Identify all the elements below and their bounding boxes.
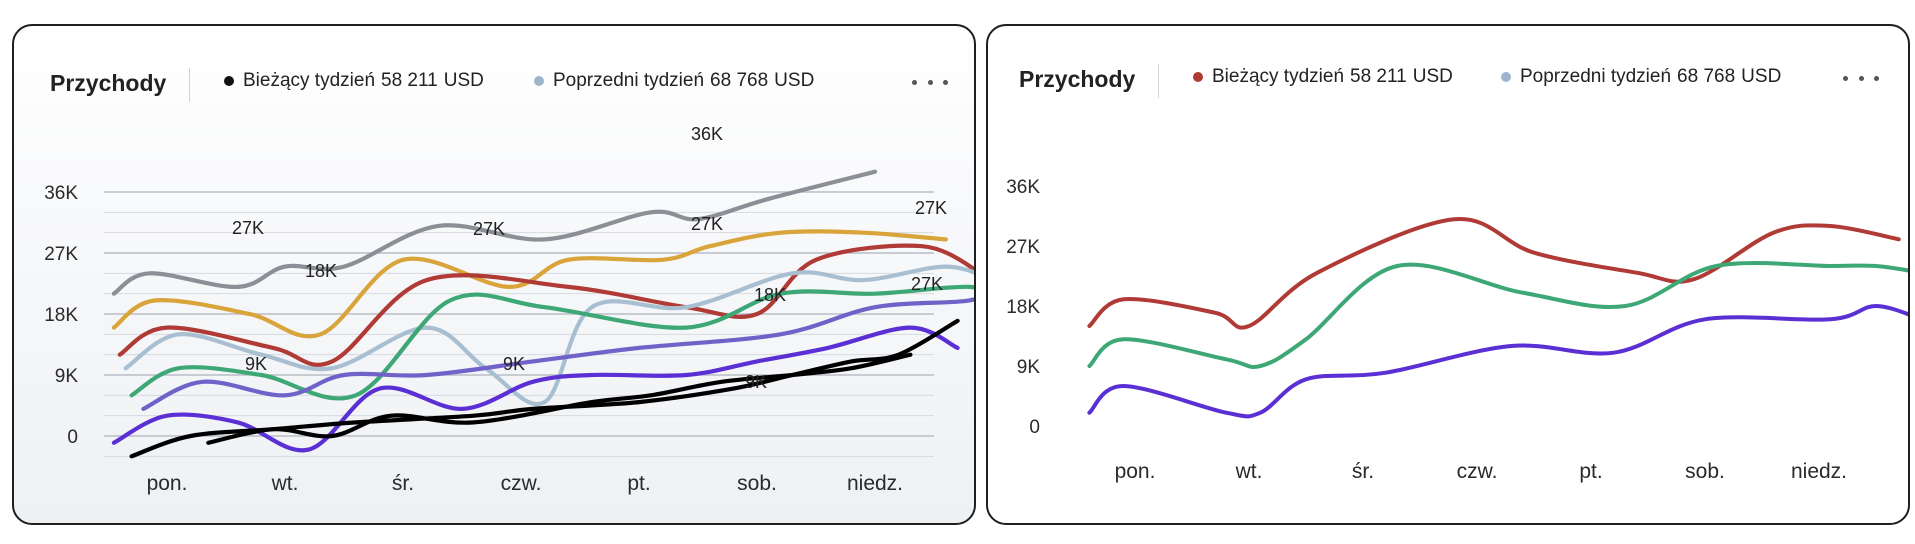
series-line-7 bbox=[111, 325, 960, 453]
data-annotation-label: 27K bbox=[473, 219, 505, 239]
revenue-line-chart-left: 36K 27K 18K 9K 0 pon. wt. śr. czw. pt. sob. niedz. 2… bbox=[44, 124, 974, 495]
x-tick-label: czw. bbox=[501, 472, 542, 495]
series-group bbox=[111, 169, 974, 459]
y-tick-label: 18K bbox=[44, 305, 78, 326]
series-line-4 bbox=[123, 264, 974, 407]
x-tick-label: niedz. bbox=[1791, 460, 1847, 483]
more-horizontal-icon-dot bbox=[943, 79, 948, 85]
data-annotation-label: 27K bbox=[915, 198, 947, 218]
y-tick-label: 36K bbox=[1006, 177, 1040, 198]
y-tick-label: 18K bbox=[1006, 297, 1040, 318]
data-annotation-label: 9K bbox=[745, 372, 767, 392]
y-tick-label: 9K bbox=[1017, 357, 1041, 378]
y-tick-label: 27K bbox=[44, 244, 78, 265]
x-tick-label: śr. bbox=[392, 472, 414, 495]
x-tick-label: pt. bbox=[1579, 460, 1602, 483]
x-tick-label: pon. bbox=[147, 472, 188, 495]
series-line-5 bbox=[129, 284, 974, 401]
x-tick-label: pon. bbox=[1115, 460, 1156, 483]
y-tick-label: 0 bbox=[67, 427, 78, 448]
more-horizontal-icon-dot bbox=[1874, 75, 1879, 81]
data-annotation-label: 27K bbox=[691, 214, 723, 234]
revenue-chart-card-right: 36K 27K 18K 9K 0 pon. wt. śr. czw. pt. sob. niedz. … bbox=[986, 24, 1910, 525]
series-line-2 bbox=[111, 229, 948, 339]
data-annotation-label: 9K bbox=[503, 354, 525, 374]
y-tick-label: 36K bbox=[44, 183, 78, 204]
series-line-9 bbox=[206, 352, 913, 445]
x-tick-label: sob. bbox=[737, 472, 777, 495]
data-annotation-label: 18K bbox=[305, 261, 337, 281]
data-annotation-label: 36K bbox=[691, 124, 723, 144]
series-line-1 bbox=[1087, 217, 1901, 330]
revenue-line-chart-right: 36K 27K 18K 9K 0 pon. wt. śr. czw. pt. sob. niedz. bbox=[1006, 177, 1908, 483]
series-line-1 bbox=[111, 169, 878, 296]
more-horizontal-icon bbox=[912, 79, 917, 85]
x-tick-label: wt. bbox=[1235, 460, 1263, 483]
more-horizontal-icon bbox=[1843, 75, 1848, 81]
data-annotation-label: 27K bbox=[232, 218, 264, 238]
y-tick-label: 0 bbox=[1029, 417, 1040, 438]
more-horizontal-icon-dot bbox=[1858, 75, 1864, 81]
x-tick-label: pt. bbox=[627, 472, 650, 495]
x-tick-label: śr. bbox=[1352, 460, 1374, 483]
series-line-3 bbox=[117, 243, 974, 367]
x-tick-label: niedz. bbox=[847, 472, 903, 495]
y-tick-label: 9K bbox=[55, 366, 79, 387]
more-horizontal-icon-dot bbox=[927, 79, 933, 85]
data-annotation-label: 9K bbox=[245, 354, 267, 374]
x-tick-label: wt. bbox=[271, 472, 299, 495]
x-tick-label: sob. bbox=[1685, 460, 1725, 483]
series-line-3 bbox=[1087, 304, 1908, 419]
more-options-button-right[interactable] bbox=[1843, 66, 1879, 90]
series-group bbox=[1087, 217, 1908, 419]
more-options-button-left[interactable] bbox=[912, 70, 948, 94]
x-tick-label: czw. bbox=[1457, 460, 1498, 483]
y-tick-label: 27K bbox=[1006, 237, 1040, 258]
revenue-chart-card-left: 36K 27K 18K 9K 0 pon. wt. śr. czw. pt. sob. niedz. 2… bbox=[12, 24, 976, 525]
data-annotation-label: 27K bbox=[911, 274, 943, 294]
data-annotation-label: 18K bbox=[754, 285, 786, 305]
series-line-6 bbox=[141, 297, 974, 411]
series-line-2 bbox=[1087, 261, 1908, 369]
